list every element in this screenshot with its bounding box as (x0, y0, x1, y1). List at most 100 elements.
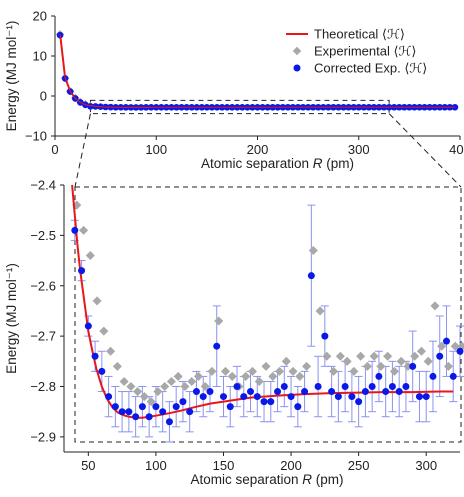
experimental-point (443, 361, 454, 371)
experimental-point (356, 351, 366, 361)
corrected-point (226, 403, 234, 411)
experimental-point (139, 392, 149, 402)
legend-theoretical-label: Theoretical ⟨ℋ⟩ (314, 27, 405, 42)
y-axis-label: Energy (MJ mol⁻¹) (4, 263, 19, 374)
corrected-point (334, 393, 342, 401)
corrected-point (179, 398, 187, 406)
corrected-point (165, 418, 173, 426)
corrected-point (111, 403, 119, 411)
experimental-point (112, 361, 122, 371)
experimental-point (126, 381, 136, 392)
corrected-point (71, 226, 79, 234)
x-tick-label: 300 (348, 142, 370, 157)
experimental-point (173, 371, 183, 381)
experimental-point (92, 296, 102, 306)
corrected-point (219, 393, 227, 401)
corrected-point (368, 383, 376, 391)
corrected-point (395, 388, 403, 396)
experimental-point (166, 376, 176, 386)
corrected-point (415, 393, 423, 401)
y-tick-label: −2.5 (30, 228, 56, 243)
corrected-point (213, 342, 221, 350)
corrected-point (118, 408, 126, 416)
corrected-point (355, 398, 363, 406)
corrected-point (361, 388, 369, 396)
experimental-point (315, 306, 325, 316)
corrected-point (301, 388, 309, 396)
experimental-point (275, 366, 285, 376)
x-tick-label: 100 (145, 142, 167, 157)
experimental-point (220, 366, 231, 376)
corrected-point (206, 388, 214, 396)
experimental-point (254, 376, 264, 386)
y-tick-label: −2.8 (30, 379, 56, 394)
corrected-point (233, 383, 241, 391)
experimental-point (153, 387, 163, 397)
corrected-point (280, 383, 288, 391)
x-tick-label: 0 (51, 142, 58, 157)
corrected-point (402, 383, 410, 391)
corrected-point (138, 403, 146, 411)
experimental-point (416, 346, 426, 356)
corrected-point (145, 413, 153, 421)
x-tick-label: 300 (415, 458, 437, 473)
experimental-point (180, 381, 190, 392)
zoom-panel: 50 100 150 200 250 300 −2.9 −2.8 −2.7 −2.6 −2.5 −2.… (4, 178, 464, 487)
experimental-point (119, 376, 129, 386)
x-tick-label: 200 (247, 142, 269, 157)
x-tick-label: 250 (348, 458, 370, 473)
experimental-point (261, 361, 271, 371)
theoretical-line-overlay (59, 33, 455, 109)
y-tick-label: 0 (40, 89, 47, 104)
corrected-point (321, 332, 329, 340)
experimental-point (335, 351, 345, 361)
x-tick-label: 50 (81, 458, 95, 473)
inset-connectors (74, 113, 462, 188)
experimental-point (207, 366, 217, 376)
experimental-point (187, 376, 197, 386)
x-tick-label: 100 (145, 458, 167, 473)
legend-corrected-swatch (293, 64, 301, 72)
corrected-point (422, 393, 430, 401)
overview-panel: 0 100 200 300 400 −10 0 10 20 Atomic separation R… (4, 9, 464, 172)
connector-right (388, 113, 462, 188)
y-tick-label: 20 (33, 9, 47, 24)
corrected-point (240, 393, 248, 401)
experimental-point (85, 251, 95, 261)
experimental-point (295, 371, 305, 381)
corrected-point (429, 372, 437, 380)
theoretical-curve (71, 184, 454, 419)
connector-left (74, 113, 91, 188)
experimental-point (410, 351, 420, 361)
experimental-point (193, 371, 203, 381)
experimental-point (247, 366, 258, 376)
corrected-point (442, 337, 450, 345)
corrected-point (98, 367, 106, 375)
corrected-point (152, 403, 160, 411)
experimental-point (362, 361, 372, 371)
y-tick-label: −2.4 (30, 178, 56, 193)
corrected-point (253, 393, 261, 401)
experimental-point (369, 351, 379, 361)
y-tick-label: −2.7 (30, 329, 56, 344)
experimental-point (214, 316, 224, 326)
corrected-point (348, 393, 356, 401)
experimental-point (227, 371, 237, 381)
legend-experimental-swatch (292, 46, 302, 56)
y-tick-label: −2.9 (30, 429, 56, 444)
experimental-point (383, 351, 393, 361)
corrected-point (84, 322, 92, 330)
x-axis-label: Atomic separation R (pm) (201, 156, 354, 171)
inset-region-box (89, 99, 390, 115)
x-tick-label: 150 (213, 458, 235, 473)
corrected-point (172, 403, 180, 411)
corrected-point (274, 388, 282, 396)
experimental-point (349, 366, 359, 376)
experimental-point (268, 371, 278, 381)
x-axis-label: Atomic separation R (pm) (190, 472, 343, 487)
y-tick-label: 10 (33, 49, 47, 64)
corrected-point (375, 372, 383, 380)
experimental-point (106, 346, 116, 356)
experimental-point (396, 356, 406, 366)
corrected-point (314, 383, 322, 391)
